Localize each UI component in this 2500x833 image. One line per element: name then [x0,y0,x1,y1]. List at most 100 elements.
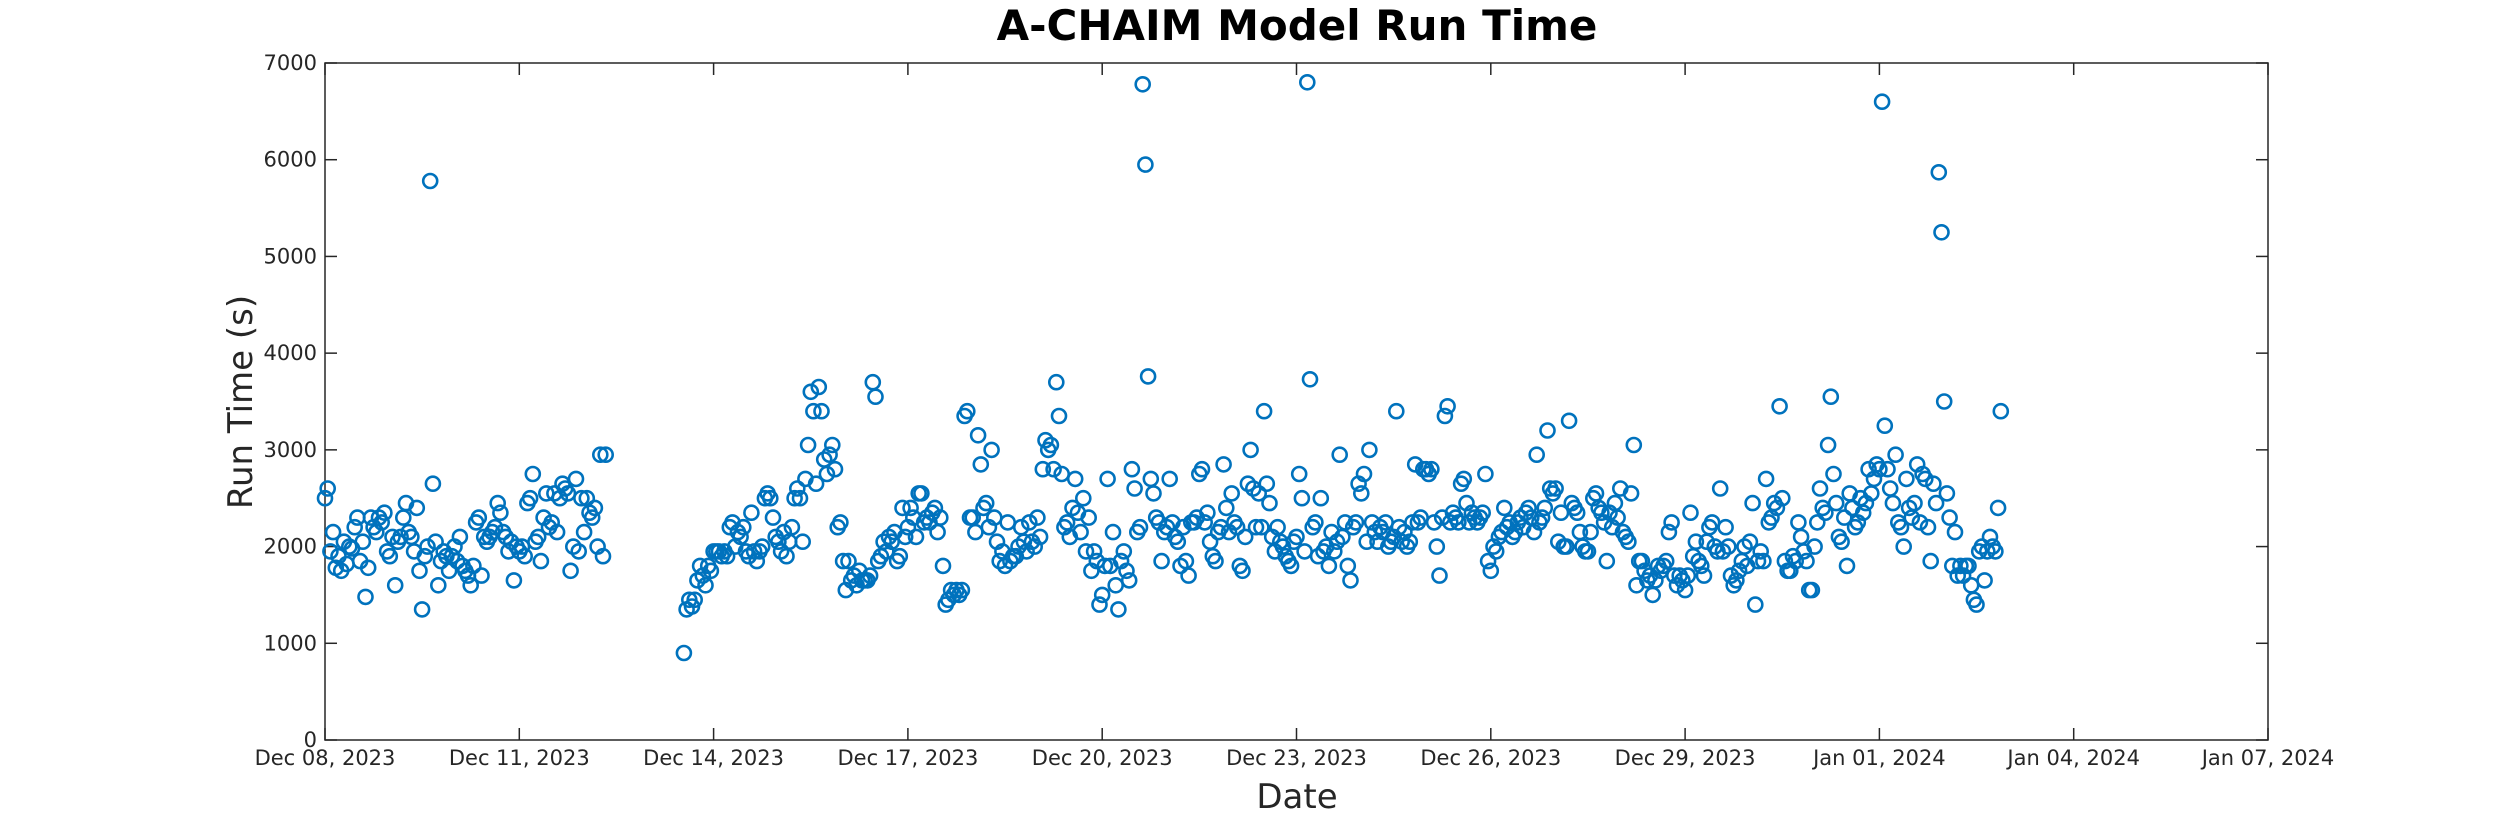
data-point [1196,514,1213,531]
data-point [1822,388,1840,406]
x-tick-label: Dec 20, 2023 [1032,746,1173,770]
data-point [753,538,771,555]
data-point [1547,480,1564,497]
data-point [1720,538,1737,555]
data-point [1930,164,1948,181]
data-point [1336,514,1354,531]
data-point [1593,504,1610,522]
data-point [1811,480,1829,497]
data-point [1981,528,1999,546]
data-point [381,547,399,565]
data-point [834,552,852,570]
data-point [983,441,1000,459]
data-point [1539,422,1556,439]
data-point [1876,417,1894,435]
data-point [316,489,334,507]
data-point [1660,523,1678,541]
data-point [1687,533,1705,551]
data-point [745,543,763,560]
data-point [810,378,828,396]
data-point [392,528,409,546]
data-point [1290,465,1308,483]
data-point [821,446,838,464]
data-points [316,74,2010,662]
data-point [408,499,426,517]
x-tick-label: Dec 11, 2023 [449,746,590,770]
data-point [411,562,428,580]
data-point [1992,402,2010,420]
data-point [1258,475,1276,493]
data-point [977,494,995,512]
data-point [896,528,914,546]
data-point [1072,523,1089,541]
data-point [521,489,539,507]
data-point [1326,543,1343,560]
data-point [1925,475,1942,493]
data-point [570,543,588,560]
data-point [1131,518,1149,536]
data-point [1933,224,1950,241]
data-point [1139,368,1157,385]
data-point [1952,557,1969,575]
data-point [376,504,393,522]
data-point [1682,504,1699,522]
data-point [1749,552,1767,570]
data-point [1819,436,1837,454]
data-point [1871,460,1888,478]
data-point [931,509,949,526]
data-point [1854,504,1872,522]
data-point [505,572,523,589]
data-point [1123,460,1141,478]
data-point [1320,557,1338,575]
data-point [1506,523,1524,541]
data-point [1838,557,1856,575]
data-point [1242,441,1259,459]
data-point [902,499,919,517]
data-point [934,557,952,575]
plot-area [324,62,2269,741]
data-point [1080,509,1097,526]
data-point [1436,407,1454,425]
data-point [1250,485,1267,502]
data-point [1031,528,1049,546]
data-point [913,485,930,502]
data-point [1968,596,1985,613]
data-point [1479,552,1497,570]
data-point [1474,504,1491,522]
data-point [492,504,509,522]
data-point [1255,402,1273,420]
data-point [1533,509,1551,526]
data-point [1582,523,1599,541]
data-point [1927,494,1945,512]
data-point [1887,446,1904,464]
data-point [1115,543,1133,560]
y-tick-label: 7000 [264,51,317,75]
data-point [1884,494,1902,512]
data-point [1236,528,1254,546]
y-axis: 0 1000 2000 3000 4000 5000 6000 7000 [264,51,2268,752]
data-point [419,538,436,555]
data-point [840,552,857,570]
data-point [1134,76,1151,93]
data-point [1355,465,1373,483]
data-point [1987,543,2004,560]
data-point [1218,499,1235,517]
data-point [386,576,404,594]
data-point [1536,499,1554,517]
data-point [1787,552,1804,570]
data-point [427,533,444,551]
data-point [1077,543,1095,560]
data-point [1989,499,2007,517]
data-point [1730,562,1748,580]
data-point [354,533,372,551]
data-point [573,489,590,507]
data-point [818,465,836,483]
data-point [1312,489,1330,507]
data-point [1096,557,1114,575]
data-point [1110,601,1127,618]
data-point [1048,373,1065,391]
x-axis-label: Date [1256,777,1337,817]
data-point [1663,514,1680,531]
data-point [1050,407,1068,425]
